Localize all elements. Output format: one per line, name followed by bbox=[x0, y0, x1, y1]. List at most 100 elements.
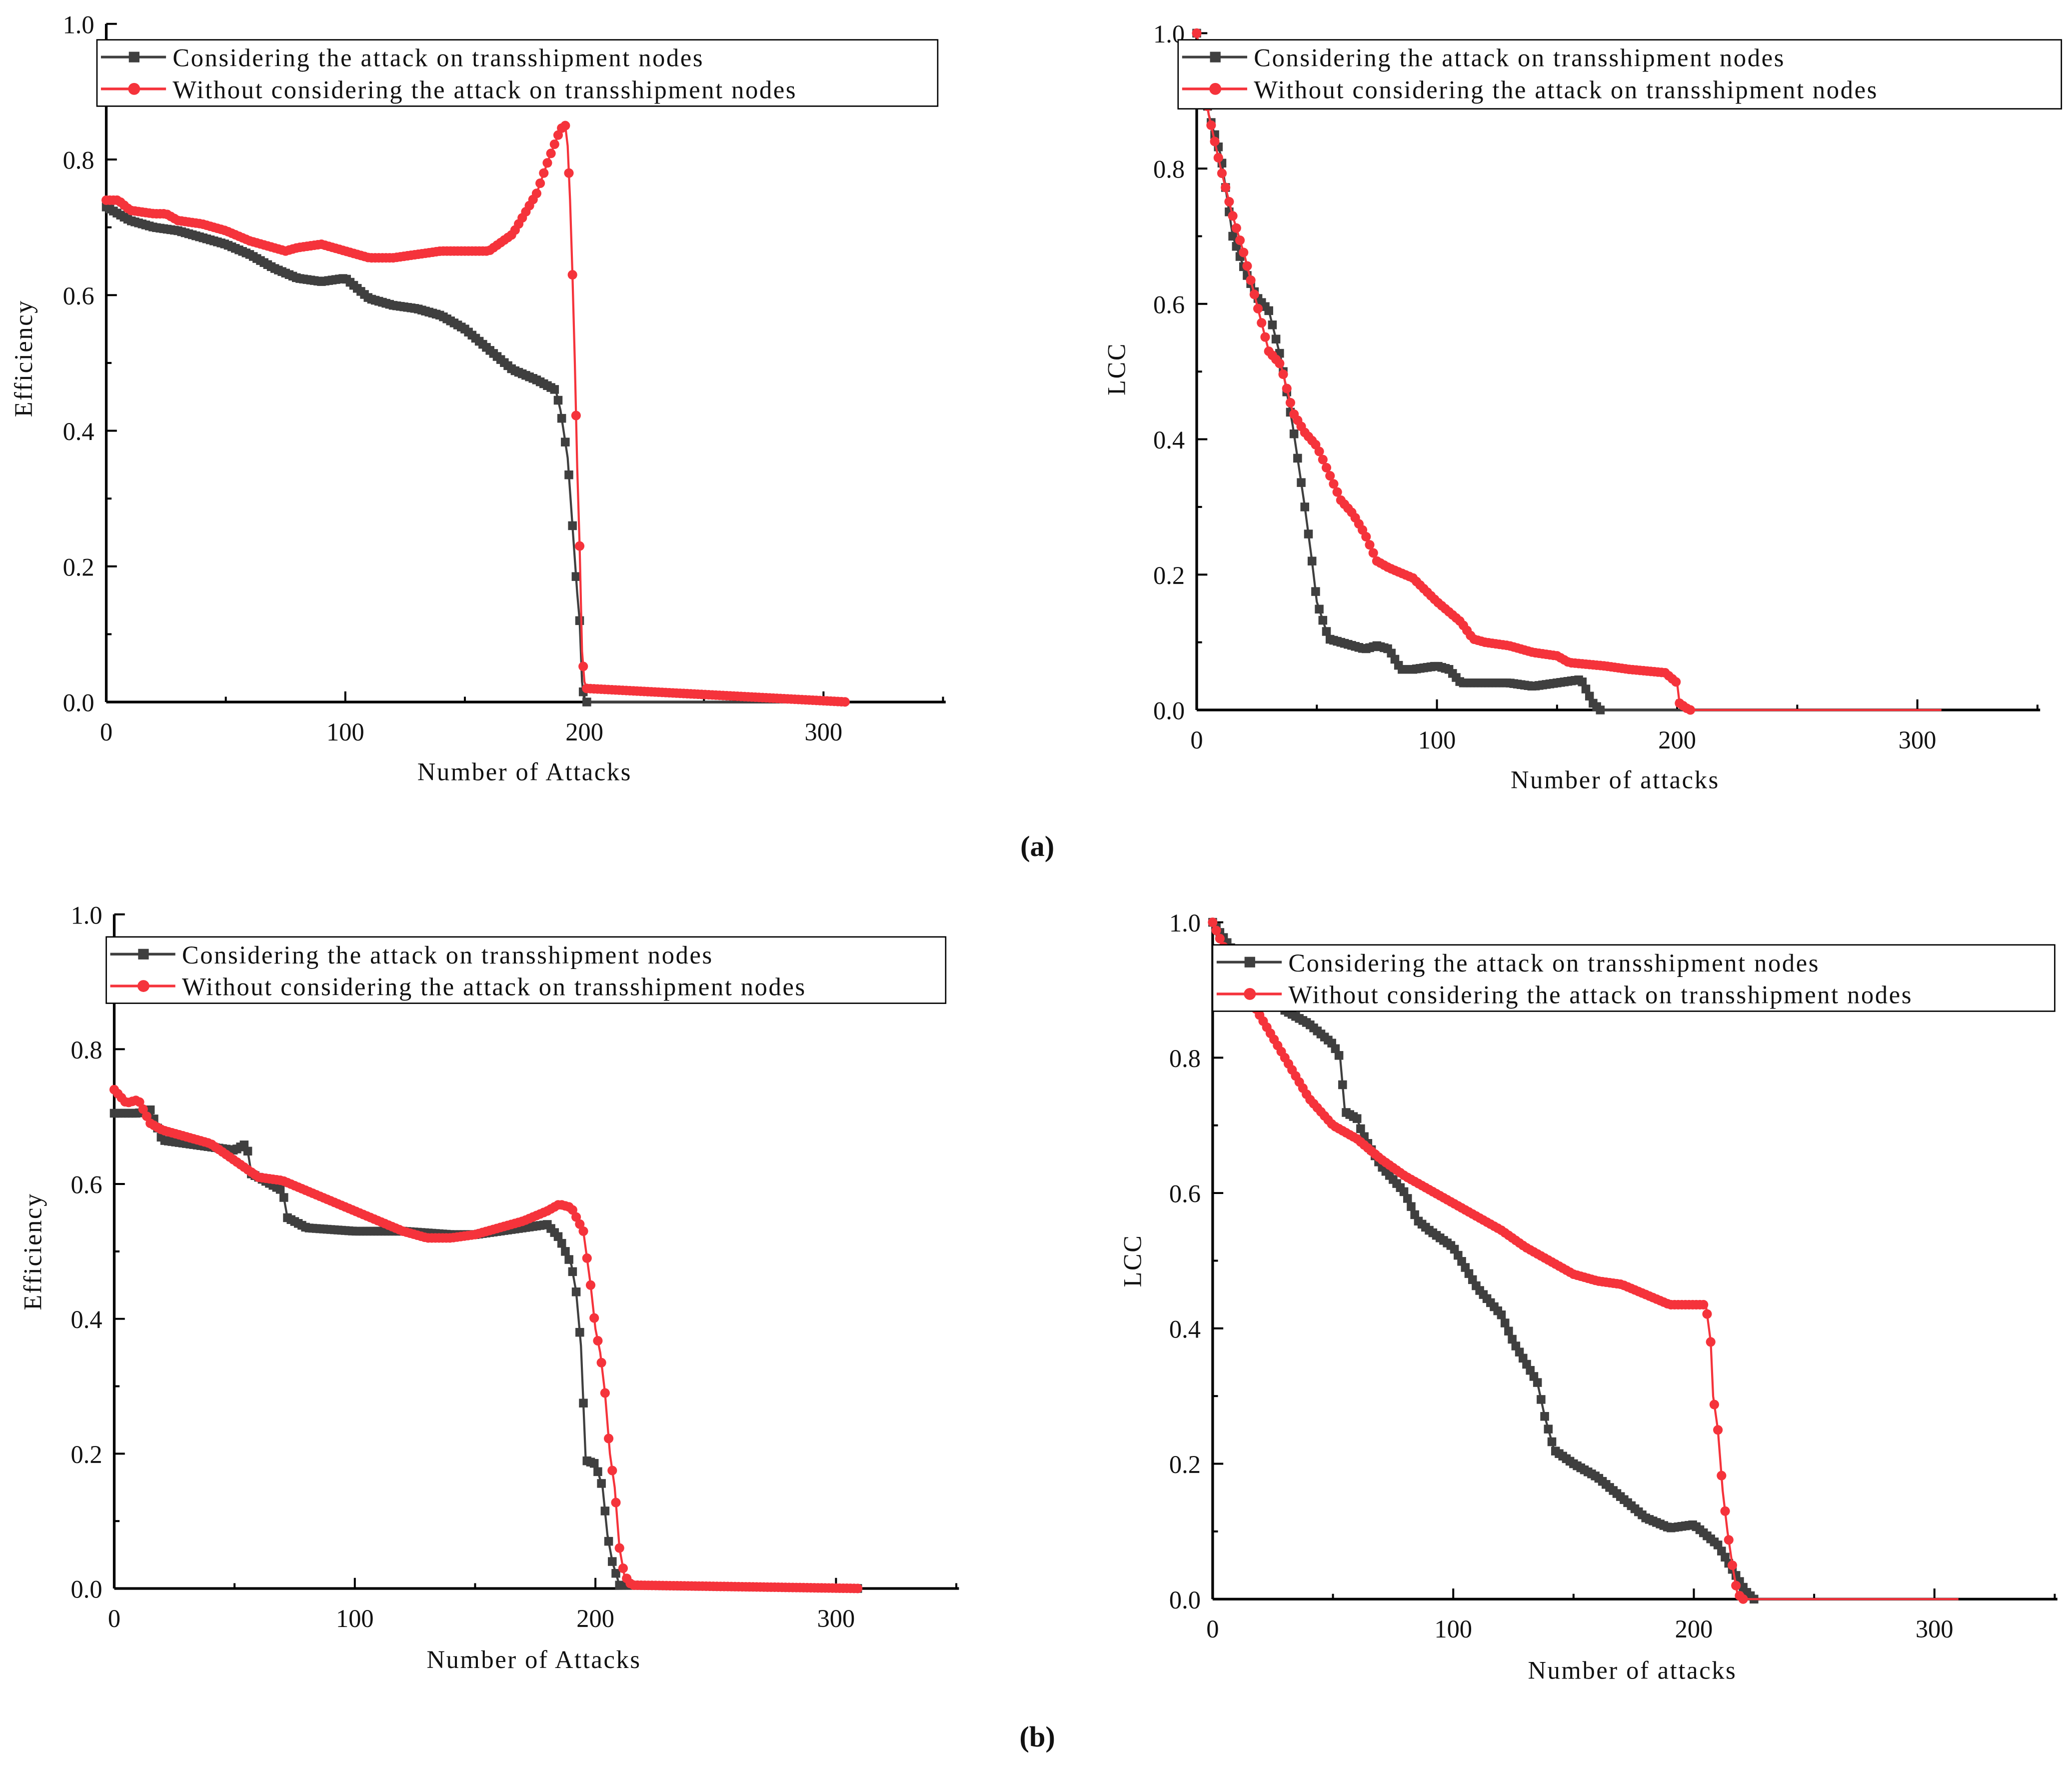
data-point-square bbox=[571, 1287, 581, 1296]
data-point-circle bbox=[1709, 1400, 1719, 1410]
data-point-square bbox=[557, 414, 566, 423]
x-tick-label: 0 bbox=[108, 1604, 120, 1632]
data-point-circle bbox=[1282, 384, 1292, 394]
data-point-square bbox=[571, 572, 581, 581]
data-point-circle bbox=[539, 168, 549, 178]
legend-circle-marker-icon bbox=[128, 82, 140, 95]
data-point-circle bbox=[1253, 304, 1263, 314]
data-point-square bbox=[600, 1506, 610, 1516]
y-tick-label: 0.8 bbox=[63, 146, 94, 174]
y-tick-label: 0.8 bbox=[1169, 1044, 1201, 1072]
data-point-square bbox=[1497, 1310, 1506, 1320]
y-tick-label: 0.6 bbox=[63, 282, 94, 310]
data-point-square bbox=[1352, 1114, 1362, 1123]
legend-box bbox=[1212, 944, 2056, 1012]
data-point-square bbox=[557, 1238, 566, 1248]
data-point-circle bbox=[1325, 471, 1335, 481]
legend-square-marker-icon bbox=[1244, 956, 1255, 968]
data-point-circle bbox=[1242, 261, 1252, 271]
data-point-circle bbox=[531, 188, 542, 198]
data-point-circle bbox=[1235, 236, 1245, 246]
data-point-circle bbox=[1727, 1560, 1738, 1570]
legend-label: Considering the attack on transshipment … bbox=[182, 941, 713, 969]
data-point-square bbox=[582, 698, 591, 706]
data-point-square bbox=[1581, 684, 1591, 694]
data-point-circle bbox=[1231, 223, 1241, 233]
data-point-circle bbox=[138, 1104, 148, 1114]
y-tick-label: 0.2 bbox=[1169, 1450, 1201, 1478]
y-tick-label: 0.4 bbox=[1153, 426, 1185, 454]
data-point-circle bbox=[1260, 332, 1270, 342]
data-point-square bbox=[1500, 1318, 1510, 1328]
series-line bbox=[114, 1108, 860, 1590]
data-point-circle bbox=[575, 1219, 585, 1229]
data-point-square bbox=[1311, 587, 1320, 596]
data-point-circle bbox=[535, 178, 545, 188]
data-point-square bbox=[1403, 1194, 1412, 1203]
subfigure-label-a: (a) bbox=[1020, 830, 1054, 862]
data-point-square bbox=[604, 1536, 613, 1546]
data-point-circle bbox=[585, 1280, 596, 1290]
data-point-circle bbox=[1329, 479, 1339, 489]
data-point-circle bbox=[1208, 918, 1218, 928]
x-tick-label: 100 bbox=[326, 718, 364, 746]
x-tick-label: 200 bbox=[1675, 1615, 1713, 1643]
data-point-circle bbox=[1685, 705, 1696, 715]
legend-box bbox=[1177, 39, 2063, 110]
data-point-circle bbox=[567, 1205, 577, 1215]
series-line bbox=[106, 124, 848, 704]
data-point-square bbox=[1338, 1080, 1347, 1090]
data-point-circle bbox=[542, 158, 552, 168]
data-point-circle bbox=[141, 1111, 152, 1122]
data-point-square bbox=[1540, 1412, 1549, 1421]
data-point-circle bbox=[1285, 398, 1295, 408]
data-point-circle bbox=[1671, 677, 1681, 687]
data-point-circle bbox=[596, 1358, 606, 1368]
data-point-circle bbox=[1318, 454, 1328, 464]
data-point-circle bbox=[611, 1498, 621, 1508]
x-axis-title: Number of Attacks bbox=[417, 758, 632, 786]
data-point-square bbox=[561, 1247, 570, 1256]
data-point-circle bbox=[1192, 28, 1202, 38]
data-point-square bbox=[597, 1479, 606, 1488]
data-point-square bbox=[608, 1557, 617, 1566]
x-axis-title: Number of attacks bbox=[1511, 766, 1720, 794]
data-point-circle bbox=[1246, 275, 1256, 285]
data-point-square bbox=[1322, 627, 1331, 636]
data-point-circle bbox=[567, 270, 577, 280]
data-point-circle bbox=[1228, 211, 1238, 221]
y-axis-title: LCC bbox=[1102, 342, 1130, 396]
chart-a-left: 0 100 200 300 0.0 0.2 0.4 0.6 0.8 1.0 Number of At… bbox=[9, 10, 946, 786]
data-point-square bbox=[1318, 616, 1328, 625]
data-point-circle bbox=[600, 1388, 610, 1398]
data-point-circle bbox=[1211, 926, 1221, 936]
data-point-square bbox=[1268, 320, 1277, 330]
data-point-circle bbox=[582, 1253, 592, 1263]
subfigure-label-b: (b) bbox=[1019, 1720, 1055, 1753]
data-point-square bbox=[1293, 454, 1302, 463]
legend-square-marker-icon bbox=[1210, 52, 1221, 62]
data-point-circle bbox=[1717, 1470, 1727, 1480]
data-point-circle bbox=[1215, 934, 1225, 944]
x-tick-label: 300 bbox=[1899, 726, 1937, 754]
y-tick-label: 1.0 bbox=[71, 901, 102, 929]
data-point-circle bbox=[134, 1097, 144, 1107]
data-point-circle bbox=[1217, 168, 1227, 178]
y-tick-label: 0.4 bbox=[63, 418, 94, 446]
x-tick-label: 0 bbox=[1190, 726, 1203, 754]
data-point-square bbox=[593, 1467, 602, 1476]
legend-circle-marker-icon bbox=[137, 980, 149, 992]
legend-circle-marker-icon bbox=[1244, 988, 1256, 1000]
data-point-square bbox=[1304, 530, 1313, 538]
y-tick-label: 0.0 bbox=[1153, 697, 1185, 725]
data-point-circle bbox=[593, 1336, 603, 1346]
data-point-circle bbox=[1365, 540, 1375, 550]
series-line bbox=[1212, 922, 1959, 1600]
legend: Considering the attack on transshipment … bbox=[1212, 944, 2056, 1012]
data-point-circle bbox=[1210, 136, 1220, 146]
data-point-square bbox=[553, 1232, 563, 1241]
legend-label: Considering the attack on transshipment … bbox=[1254, 44, 1785, 72]
data-point-square bbox=[1399, 1187, 1409, 1196]
x-tick-label: 300 bbox=[1916, 1615, 1954, 1643]
y-tick-label: 0.4 bbox=[71, 1306, 102, 1334]
